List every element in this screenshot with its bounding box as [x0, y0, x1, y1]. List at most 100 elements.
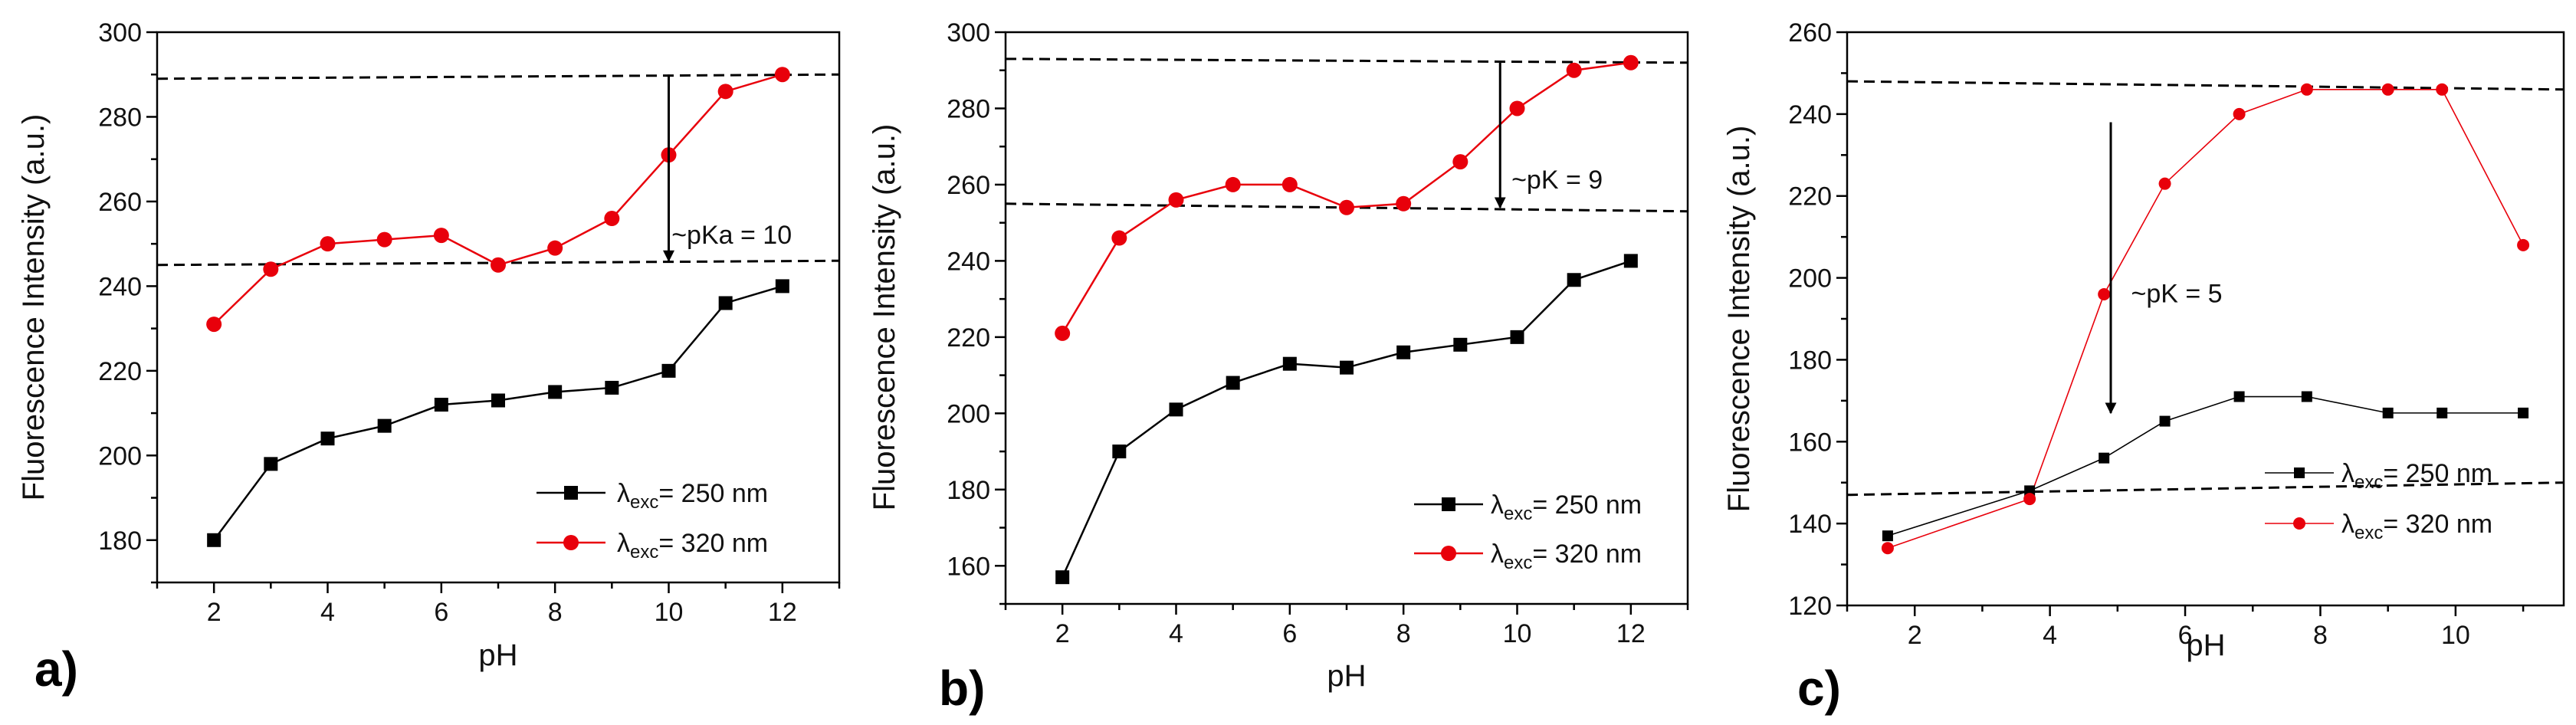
x-tick-label-b-6: 6 [1282, 619, 1297, 648]
data-point-b-0-1 [1112, 445, 1127, 459]
markers-c [1881, 83, 2530, 555]
data-point-b-0-2 [1169, 402, 1183, 417]
data-point-b-0-5 [1340, 360, 1354, 375]
data-point-a-1-5 [491, 257, 506, 273]
x-tick-label-b-12: 12 [1616, 619, 1646, 648]
y-tick-label-a-200: 200 [98, 441, 142, 471]
y-tick-label-b-220: 220 [947, 323, 990, 353]
y-tick-label-c-260: 260 [1788, 18, 1832, 48]
series-line-b-0 [1062, 260, 1632, 578]
data-point-a-0-7 [605, 380, 619, 395]
x-tick-label-b-10: 10 [1503, 619, 1532, 648]
series-line-a-1 [213, 74, 783, 325]
reference-line-b-0 [1005, 57, 1688, 64]
series-line-b-1 [1062, 61, 1631, 334]
data-point-c-1-7 [2436, 83, 2449, 96]
y-tick-label-c-240: 240 [1788, 100, 1832, 130]
data-point-b-0-3 [1226, 376, 1240, 390]
legend-sub-b-1: exc [1504, 553, 1532, 573]
legend-label-b-1: λexc= 320 nm [1491, 540, 1642, 573]
panel-a: 2 4 6 8 10 12 180 200 220 240 260 280 300 ~pKa = 10… [17, 18, 841, 697]
reference-line-c-0 [1846, 80, 2565, 91]
data-point-a-0-0 [207, 533, 222, 547]
data-point-a-1-4 [433, 228, 449, 244]
data-point-a-1-10 [774, 67, 790, 83]
legend-swatch-marker-c-0 [2294, 467, 2305, 478]
legend-lambda-c-1: λ [2341, 510, 2354, 539]
data-point-b-1-1 [1111, 230, 1127, 246]
legend-lambda-c-0: λ [2341, 459, 2354, 488]
panel-label-c: c) [1797, 661, 1841, 716]
x-ticks-c: 2 4 6 8 10 [1846, 605, 2525, 650]
annotation-text-b: ~pK = 9 [1511, 166, 1603, 195]
data-point-b-1-8 [1509, 100, 1525, 116]
legend-tail-b-1: = 320 nm [1532, 540, 1642, 569]
legend-lambda-a-0: λ [617, 479, 630, 508]
y-tick-label-b-260: 260 [947, 171, 990, 200]
legend-label-b-0: λexc= 250 nm [1491, 490, 1642, 524]
data-point-b-0-10 [1623, 254, 1638, 268]
y-tick-label-c-220: 220 [1788, 182, 1832, 212]
x-tick-label-a-12: 12 [768, 598, 797, 627]
legend-swatch-marker-b-0 [1442, 497, 1455, 511]
y-tick-label-c-200: 200 [1788, 264, 1832, 294]
legend-lambda-a-1: λ [617, 529, 630, 558]
x-tick-label-b-8: 8 [1396, 619, 1411, 648]
x-tick-label-c-2: 2 [1908, 621, 1922, 650]
y-axis-title-a: Fluorescence Intensity (a.u.) [17, 114, 51, 501]
data-point-b-1-4 [1281, 176, 1298, 192]
x-axis-title-b: pH [1327, 659, 1366, 693]
data-point-c-0-5 [2301, 391, 2312, 402]
x-ticks-b: 2 4 6 8 10 12 [1004, 604, 1689, 648]
legend-swatch-marker-a-0 [564, 486, 578, 500]
y-ticks-a: 180 200 220 240 260 280 300 [98, 18, 157, 584]
legend-c: λexc= 250 nm λexc= 320 nm [2265, 459, 2492, 543]
y-tick-label-c-140: 140 [1788, 510, 1832, 539]
legend-a: λexc= 250 nm λexc= 320 nm [537, 479, 768, 563]
y-tick-label-a-220: 220 [98, 357, 142, 386]
legend-sub-a-1: exc [630, 542, 658, 563]
x-tick-label-a-2: 2 [207, 598, 222, 627]
y-tick-label-a-280: 280 [98, 103, 142, 132]
x-tick-label-c-8: 8 [2313, 621, 2328, 650]
x-tick-label-c-6: 6 [2178, 621, 2193, 650]
x-tick-label-b-2: 2 [1055, 619, 1070, 648]
x-tick-label-a-4: 4 [320, 598, 335, 627]
panel-b: 2 4 6 8 10 12 160 180 200 220 240 260 280 300 ~pK = … [868, 18, 1689, 716]
y-ticks-b: 160 180 200 220 240 260 280 300 [947, 18, 1006, 605]
data-point-a-0-5 [491, 393, 505, 408]
data-point-b-1-6 [1396, 195, 1412, 212]
data-point-c-1-6 [2381, 83, 2394, 96]
data-point-a-1-9 [717, 84, 733, 100]
x-tick-label-c-10: 10 [2441, 621, 2470, 650]
data-point-b-0-8 [1510, 330, 1524, 344]
legend-label-c-1: λexc= 320 nm [2341, 510, 2492, 543]
y-ticks-c: 120 140 160 180 200 220 240 260 [1788, 18, 1847, 621]
y-tick-label-a-180: 180 [98, 527, 142, 556]
y-axis-title-b: Fluorescence Intensity (a.u.) [868, 124, 901, 511]
y-tick-label-b-240: 240 [947, 247, 990, 276]
data-point-a-1-2 [320, 236, 336, 252]
y-tick-label-a-260: 260 [98, 188, 142, 217]
data-point-b-1-2 [1168, 192, 1184, 208]
data-point-a-1-3 [376, 231, 392, 248]
data-point-c-1-3 [2158, 177, 2171, 190]
data-point-a-1-6 [547, 240, 563, 256]
data-point-a-0-4 [434, 398, 448, 412]
markers-a [206, 67, 790, 547]
data-point-c-0-6 [2382, 407, 2394, 418]
legend-tail-a-0: = 250 nm [658, 479, 768, 508]
data-point-a-1-0 [206, 317, 222, 333]
y-tick-label-b-300: 300 [947, 18, 990, 48]
data-point-c-1-1 [2023, 493, 2036, 506]
legend-sub-a-0: exc [630, 492, 658, 513]
legend-sub-c-0: exc [2354, 472, 2383, 493]
legend-sub-c-1: exc [2354, 523, 2383, 543]
data-point-c-0-7 [2437, 407, 2448, 418]
y-tick-label-c-120: 120 [1788, 592, 1832, 621]
data-point-a-0-3 [377, 418, 392, 433]
data-point-c-1-8 [2517, 238, 2530, 251]
data-point-a-0-9 [718, 296, 733, 310]
